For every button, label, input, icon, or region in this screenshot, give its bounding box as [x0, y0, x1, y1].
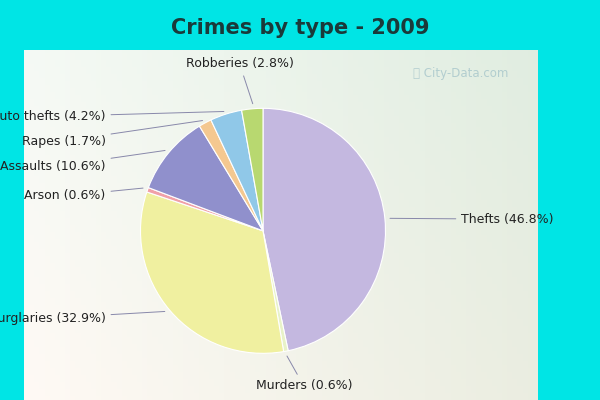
Text: Crimes by type - 2009: Crimes by type - 2009: [171, 18, 429, 38]
Text: Robberies (2.8%): Robberies (2.8%): [186, 58, 293, 104]
Text: Auto thefts (4.2%): Auto thefts (4.2%): [0, 110, 224, 123]
Wedge shape: [148, 126, 263, 231]
Text: Arson (0.6%): Arson (0.6%): [24, 188, 143, 202]
Text: Thefts (46.8%): Thefts (46.8%): [390, 213, 554, 226]
Text: ⓘ City-Data.com: ⓘ City-Data.com: [413, 68, 508, 80]
Wedge shape: [263, 231, 288, 352]
Wedge shape: [211, 110, 263, 231]
Wedge shape: [140, 192, 284, 353]
Text: Rapes (1.7%): Rapes (1.7%): [22, 120, 203, 148]
Wedge shape: [242, 108, 263, 231]
Wedge shape: [147, 188, 263, 231]
Text: Assaults (10.6%): Assaults (10.6%): [0, 150, 165, 173]
Text: Burglaries (32.9%): Burglaries (32.9%): [0, 312, 165, 325]
Wedge shape: [199, 120, 263, 231]
Wedge shape: [263, 108, 385, 351]
Text: Murders (0.6%): Murders (0.6%): [256, 356, 352, 392]
